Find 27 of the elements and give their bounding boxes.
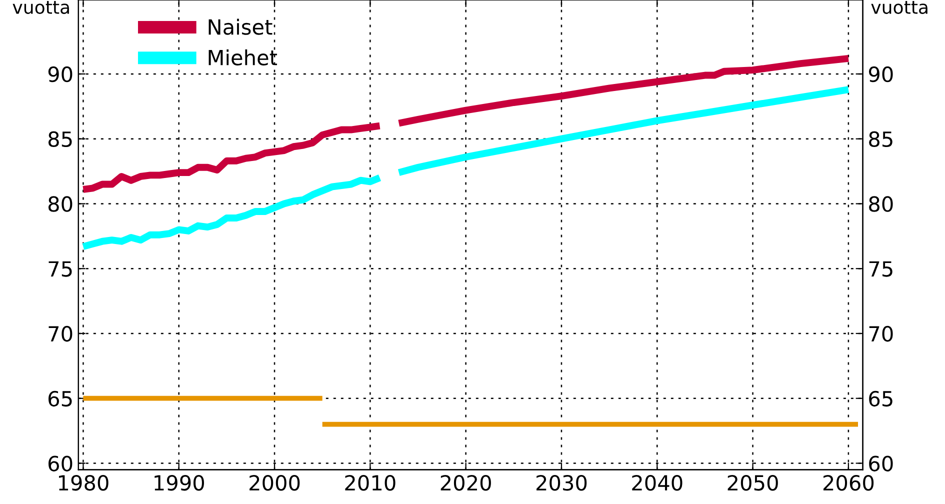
y2-tick-label: 75	[869, 261, 892, 277]
y-tick-label: 70	[48, 326, 72, 342]
y-tick-label: 75	[48, 261, 72, 277]
y2-tick-label: 90	[868, 66, 893, 82]
legend-label: Naiset	[208, 18, 272, 35]
x-tick-label: 2020	[440, 474, 491, 491]
x-tick-label: 1980	[58, 474, 108, 491]
x-tick-label: 2040	[632, 474, 682, 491]
x-tick-label: 2030	[536, 474, 587, 491]
x-tick-label: 2000	[250, 474, 300, 491]
y2-tick-label: 65	[869, 390, 892, 407]
y-axis-title: vuotta	[12, 1, 69, 14]
y2-axis-title: vuotta	[871, 1, 928, 14]
y-tick-label: 65	[48, 390, 72, 407]
legend-label: Miehet	[208, 49, 278, 66]
y-tick-label: 85	[48, 131, 72, 148]
y2-tick-label: 70	[869, 326, 893, 342]
y2-tick-label: 60	[869, 456, 893, 472]
y-tick-label: 60	[48, 456, 72, 472]
x-tick-label: 1990	[154, 474, 204, 491]
y2-tick-label: 80	[869, 196, 893, 212]
y-tick-label: 90	[48, 66, 72, 82]
x-tick-label: 2050	[728, 474, 778, 491]
x-tick-label: 2060	[823, 474, 874, 491]
y2-tick-label: 85	[869, 131, 892, 148]
x-tick-label: 2010	[345, 474, 396, 491]
y-tick-label: 80	[48, 196, 72, 212]
